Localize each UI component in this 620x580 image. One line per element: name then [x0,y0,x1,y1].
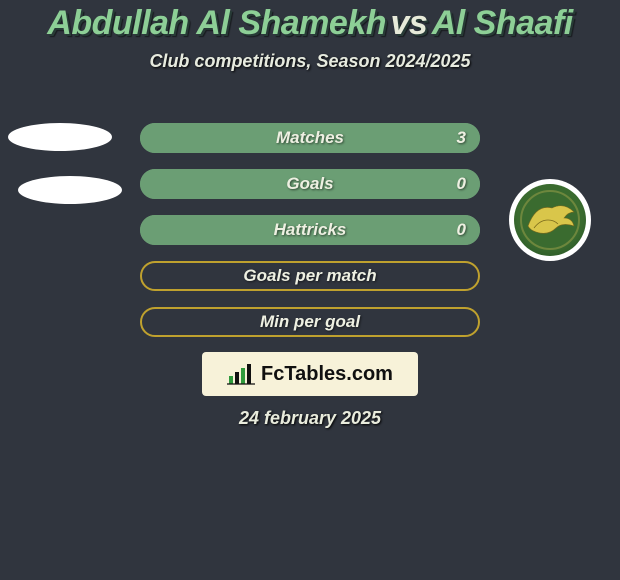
club-badge [509,179,591,261]
eagle-icon [524,198,576,238]
left-placeholder-1 [8,123,112,151]
stat-label: Hattricks [140,215,480,245]
stat-label: Goals per match [140,261,480,291]
title-player1: Abdullah Al Shamekh [47,4,386,42]
stat-label: Min per goal [140,307,480,337]
stat-value: 3 [457,123,466,153]
title-player2: Al Shaafi [432,4,573,42]
stat-label: Matches [140,123,480,153]
stat-row: Hattricks0 [140,215,480,245]
stat-bars: Matches3Goals0Hattricks0Goals per matchM… [140,123,480,353]
page-title: Abdullah Al Shamekh vs Al Shaafi [0,0,620,43]
subtitle: Club competitions, Season 2024/2025 [0,51,620,72]
stat-value: 0 [457,169,466,199]
left-placeholder-2 [18,176,122,204]
date-line: 24 february 2025 [0,408,620,429]
stat-row: Matches3 [140,123,480,153]
brand-box: FcTables.com [202,352,418,396]
bars-chart-icon [227,362,255,386]
stat-row: Goals0 [140,169,480,199]
stat-value: 0 [457,215,466,245]
stat-row: Min per goal [140,307,480,337]
stat-row: Goals per match [140,261,480,291]
title-vs: vs [390,4,427,42]
stat-label: Goals [140,169,480,199]
brand-text: FcTables.com [261,363,393,386]
